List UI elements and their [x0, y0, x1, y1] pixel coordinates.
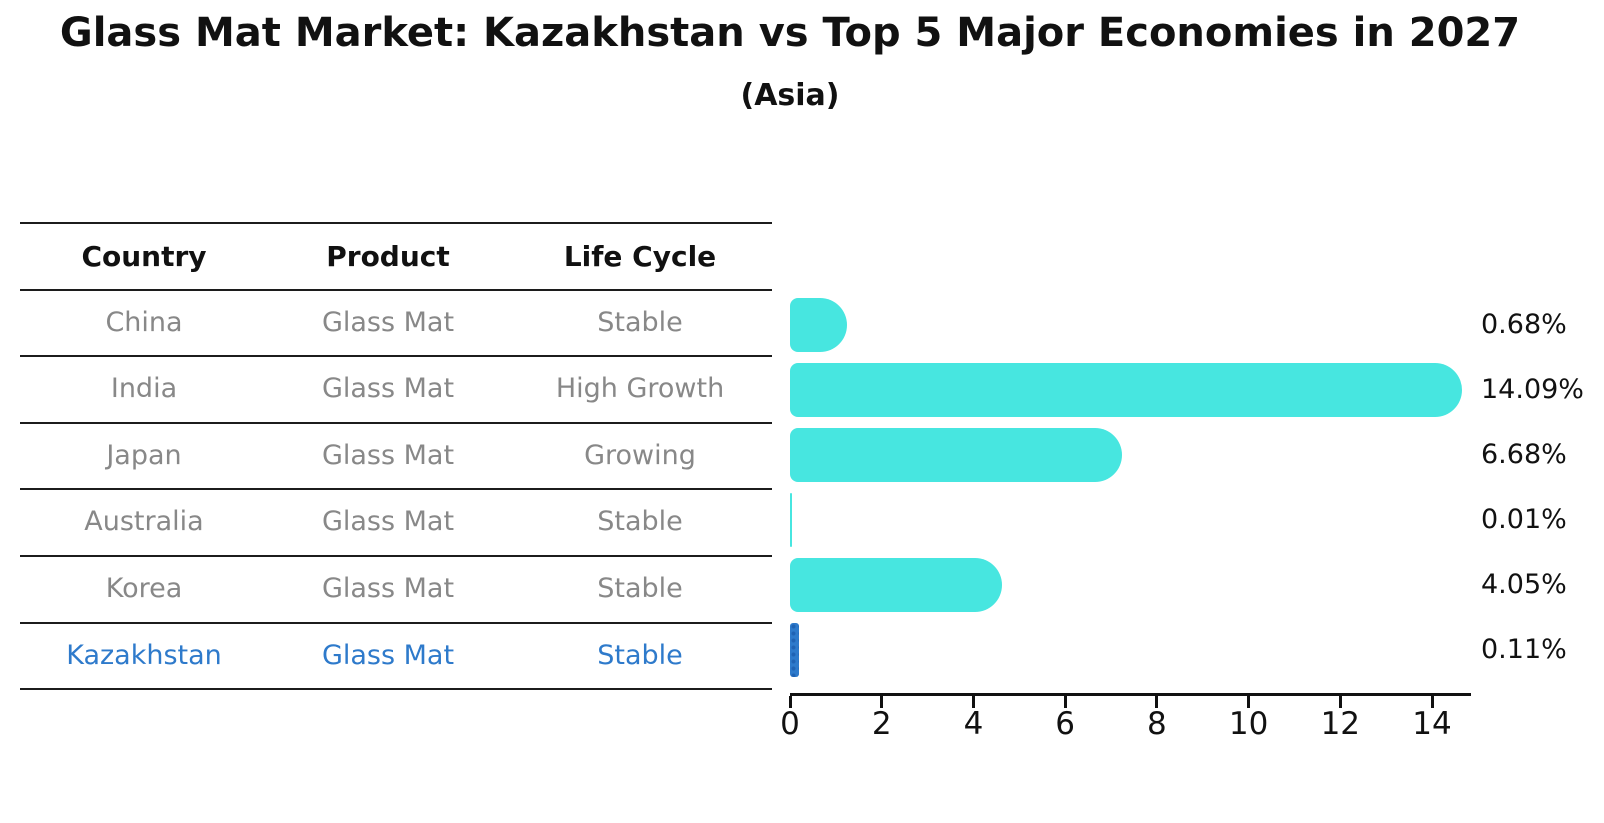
table-cell-lifecycle: Growing	[584, 439, 696, 471]
value-label-korea: 4.05%	[1481, 569, 1567, 600]
table-cell-product: Glass Mat	[321, 573, 455, 604]
table-cell-product: Glass Mat	[321, 439, 455, 471]
table-row-japan: Japan Glass Mat Growing	[20, 422, 772, 488]
table-cell-product: Glass Mat	[321, 306, 455, 338]
value-label-kazakhstan: 0.11%	[1481, 634, 1567, 665]
bar-india	[790, 363, 1463, 417]
bar-japan	[790, 428, 1123, 482]
table-cell-country: Australia	[84, 506, 204, 537]
bar-kazakhstan	[790, 623, 799, 677]
table-cell-lifecycle: Stable	[597, 506, 683, 537]
bar-korea	[790, 558, 1002, 612]
table-row-australia: Australia Glass Mat Stable	[20, 488, 772, 555]
table-cell-country: Japan	[106, 439, 182, 471]
x-tick-8	[1155, 696, 1159, 708]
chart-subtitle: (Asia)	[740, 78, 840, 113]
table-cell-lifecycle: High Growth	[555, 373, 725, 404]
column-header-lifecycle: Life Cycle	[563, 239, 717, 273]
table-rule-line-7	[20, 688, 772, 690]
value-label-china: 0.68%	[1481, 309, 1567, 340]
table-rule-line-0	[20, 222, 772, 224]
table-cell-product: Glass Mat	[321, 506, 455, 537]
value-label-japan: 6.68%	[1481, 439, 1567, 470]
x-tick-label-6: 6	[1055, 706, 1076, 742]
table-cell-product: Glass Mat	[321, 639, 455, 671]
x-tick-label-12: 12	[1320, 706, 1361, 742]
value-label-australia: 0.01%	[1481, 504, 1567, 535]
table-rule-line-1	[20, 289, 772, 291]
value-label-india: 14.09%	[1481, 374, 1584, 405]
x-tick-label-2: 2	[871, 706, 892, 742]
table-rule-line-3	[20, 422, 772, 424]
x-tick-2	[880, 696, 884, 708]
table-rule-line-2	[20, 355, 772, 357]
table-header-row: Country Product Life Cycle	[20, 224, 772, 288]
table-rule-line-6	[20, 622, 772, 624]
table-cell-country: Kazakhstan	[66, 639, 222, 671]
bar-australia	[790, 493, 793, 547]
column-header-country: Country	[81, 239, 207, 273]
x-tick-label-8: 8	[1147, 706, 1167, 742]
x-tick-14	[1430, 696, 1434, 708]
x-tick-0	[788, 696, 792, 708]
table-row-china: China Glass Mat Stable	[20, 289, 772, 355]
table-row-india: India Glass Mat High Growth	[20, 355, 772, 422]
table-rule-line-5	[20, 555, 772, 557]
x-tick-12	[1338, 696, 1342, 708]
x-tick-label-0: 0	[780, 706, 800, 742]
table-cell-lifecycle: Stable	[597, 573, 683, 604]
chart-title: Glass Mat Market: Kazakhstan vs Top 5 Ma…	[59, 10, 1521, 56]
x-tick-6	[1063, 696, 1067, 708]
x-axis	[790, 693, 1471, 696]
table-cell-product: Glass Mat	[321, 373, 455, 404]
table-row-kazakhstan: Kazakhstan Glass Mat Stable	[20, 622, 772, 688]
table-row-korea: Korea Glass Mat Stable	[20, 555, 772, 622]
table-cell-lifecycle: Stable	[597, 306, 683, 338]
table-rule-line-4	[20, 488, 772, 490]
column-header-product: Product	[326, 239, 450, 273]
table-cell-country: India	[110, 373, 178, 404]
x-tick-10	[1247, 696, 1251, 708]
bar-china	[790, 298, 848, 352]
table-cell-lifecycle: Stable	[597, 639, 683, 671]
x-tick-label-4: 4	[963, 706, 984, 742]
x-tick-label-10: 10	[1228, 706, 1269, 742]
table-cell-country: Korea	[105, 573, 183, 604]
table-cell-country: China	[105, 306, 183, 338]
x-tick-4	[971, 696, 975, 708]
x-tick-label-14: 14	[1412, 706, 1452, 742]
